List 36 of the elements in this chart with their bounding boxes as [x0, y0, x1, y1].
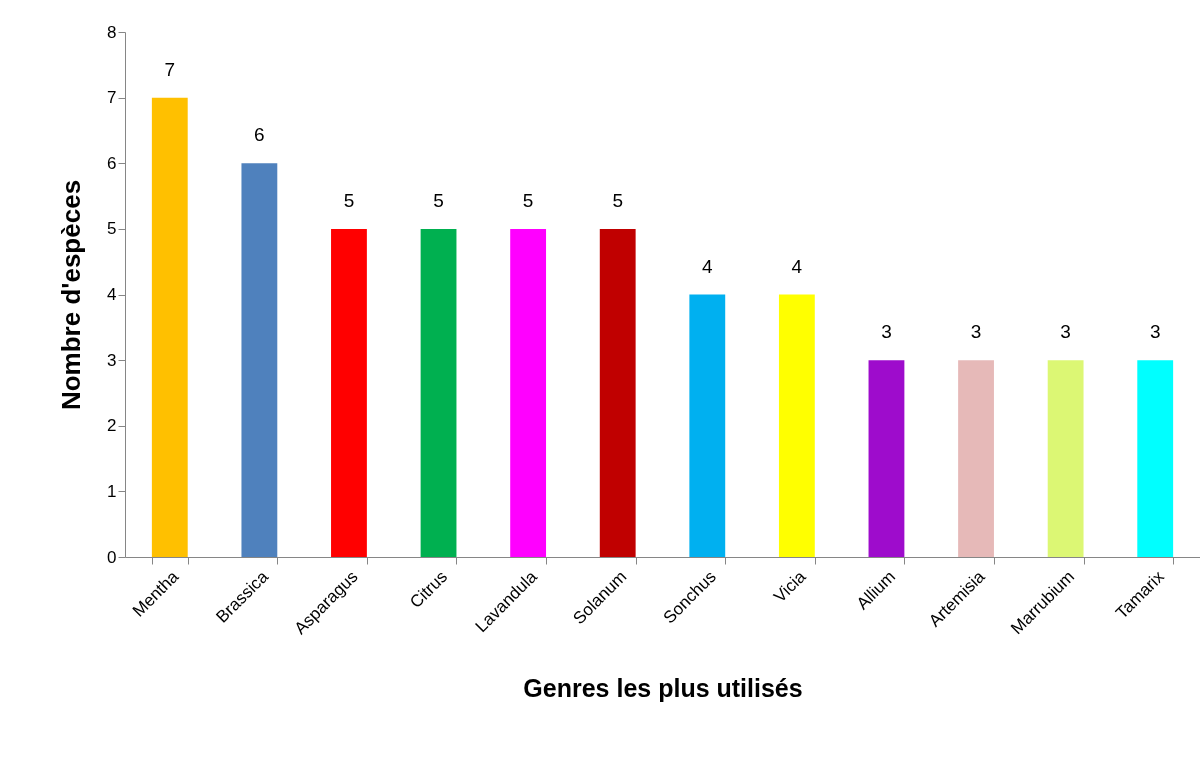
y-tick-label: 1	[107, 481, 117, 501]
y-tick-label: 5	[107, 219, 117, 239]
bar	[241, 163, 278, 557]
y-tick-label: 8	[107, 22, 117, 42]
data-label: 5	[612, 189, 623, 211]
data-label: 3	[1060, 321, 1071, 343]
y-tick-label: 0	[107, 547, 117, 567]
bar	[510, 228, 547, 557]
bar	[1137, 360, 1174, 557]
y-tick-label: 4	[107, 285, 117, 304]
bar	[599, 228, 636, 557]
data-label: 5	[522, 189, 534, 211]
bar	[868, 360, 905, 557]
data-label: 5	[343, 189, 355, 211]
y-tick-label: 3	[107, 350, 117, 370]
data-label: 6	[254, 124, 265, 146]
x-axis-title: Genres les plus utilisés	[523, 674, 803, 703]
data-label: 5	[433, 189, 444, 211]
data-label: 3	[970, 321, 982, 343]
bar	[689, 294, 726, 557]
data-label: 4	[791, 255, 803, 277]
bar	[151, 97, 188, 557]
bar	[1047, 360, 1084, 557]
bar	[331, 228, 367, 557]
bar	[420, 228, 457, 557]
data-label: 3	[1149, 321, 1161, 343]
bar	[778, 294, 815, 557]
data-label: 7	[164, 58, 176, 80]
x-tick-label: Vicia	[770, 566, 810, 607]
data-label: 4	[702, 255, 713, 277]
data-label: 3	[881, 321, 892, 343]
y-tick-label: 6	[107, 153, 117, 173]
y-tick-label: 7	[107, 88, 117, 108]
bar	[958, 360, 994, 557]
y-tick-label: 2	[107, 416, 117, 436]
y-axis-title: Nombre d'espèces	[56, 179, 87, 411]
